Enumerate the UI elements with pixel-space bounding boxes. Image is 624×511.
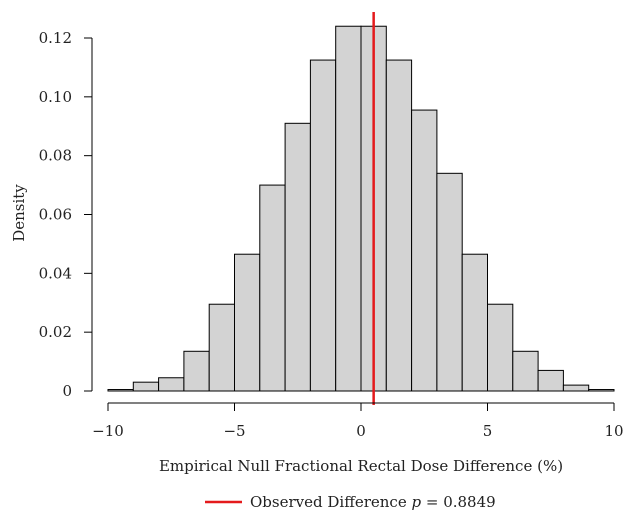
y-axis-title: Density: [10, 184, 28, 242]
legend: Observed Difference p = 0.8849: [205, 493, 496, 511]
legend-label: Observed Difference p = 0.8849: [250, 493, 496, 511]
y-tick-label: 0.10: [39, 88, 72, 106]
x-tick-label: −10: [92, 422, 124, 440]
histogram-bar: [183, 350, 210, 392]
legend-p-symbol: p: [411, 493, 421, 511]
y-tick-label: 0.02: [39, 323, 72, 341]
histogram-bar: [436, 172, 463, 392]
histogram-bar: [411, 109, 438, 392]
y-tick-label: 0.06: [39, 206, 72, 224]
x-tick-label: −5: [223, 422, 245, 440]
x-axis: −10 −5 0 5 10: [92, 402, 624, 440]
y-tick-label: 0.12: [39, 29, 72, 47]
legend-label-prefix: Observed Difference: [250, 493, 411, 511]
x-tick-label: 5: [483, 422, 493, 440]
histogram-bar: [562, 384, 590, 392]
legend-p-value: = 0.8849: [421, 493, 496, 511]
histogram-bar: [208, 303, 235, 392]
histogram-bar: [487, 303, 514, 392]
histogram-bar: [461, 253, 489, 392]
histogram-bar: [132, 381, 160, 392]
histogram-bar: [588, 389, 615, 392]
histogram-bar: [284, 122, 311, 392]
x-axis-title: Empirical Null Fractional Rectal Dose Di…: [159, 457, 563, 475]
x-tick-label: 0: [356, 422, 366, 440]
histogram-bar: [385, 59, 413, 392]
histogram-bar: [512, 350, 539, 392]
histogram-bar: [158, 377, 185, 392]
x-tick-label: 10: [604, 422, 623, 440]
y-tick-label: 0: [62, 382, 72, 400]
histogram-bar: [537, 369, 564, 392]
histogram-bar: [234, 253, 261, 392]
histogram-bar: [259, 184, 286, 392]
y-tick-label: 0.04: [39, 264, 72, 282]
histogram-bar: [335, 25, 362, 392]
histogram-bars: [107, 25, 615, 392]
y-axis: 0 0.02 0.04 0.06 0.08 0.10 0.12: [39, 29, 93, 400]
histogram-bar: [107, 389, 134, 392]
histogram-bar: [309, 59, 337, 392]
y-tick-label: 0.08: [39, 147, 72, 165]
